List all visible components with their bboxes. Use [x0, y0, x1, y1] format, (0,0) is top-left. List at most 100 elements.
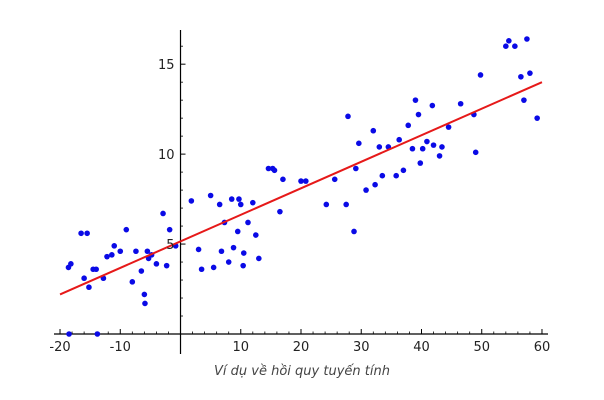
data-point	[372, 181, 378, 188]
data-point	[78, 230, 84, 237]
data-point	[521, 97, 527, 103]
data-point	[363, 187, 369, 193]
data-point	[141, 291, 148, 298]
data-point	[240, 262, 246, 269]
data-point	[503, 43, 509, 49]
axes	[54, 30, 548, 354]
x-tick-label: 20	[293, 340, 310, 355]
data-point	[331, 176, 338, 183]
data-point	[109, 252, 115, 258]
data-point	[265, 165, 272, 172]
data-point	[207, 192, 214, 199]
data-point	[524, 36, 530, 42]
data-point	[512, 43, 518, 49]
data-point	[195, 246, 202, 253]
data-point	[160, 210, 166, 217]
data-point	[68, 261, 74, 267]
data-point	[298, 178, 304, 184]
data-point	[166, 226, 173, 233]
data-point	[412, 97, 419, 103]
data-point	[343, 201, 349, 208]
data-point	[144, 248, 151, 255]
data-point	[445, 124, 452, 130]
data-point	[104, 253, 110, 260]
data-point	[506, 37, 512, 44]
data-point	[430, 142, 437, 148]
tick-labels: -20 -10 10 20 30 40 50 60 5 10 15	[49, 58, 550, 355]
data-point	[472, 149, 479, 156]
data-point	[256, 255, 262, 262]
chart-caption: Ví dụ về hồi quy tuyến tính	[214, 364, 390, 379]
data-point	[237, 201, 244, 208]
data-point	[277, 208, 283, 215]
data-point	[86, 284, 92, 291]
data-point	[66, 331, 72, 337]
data-point	[323, 201, 330, 208]
data-point	[142, 300, 148, 307]
data-point	[345, 113, 351, 120]
data-point	[163, 262, 170, 269]
data-point	[228, 196, 235, 202]
data-point	[225, 259, 232, 265]
y-tick-label: 15	[158, 58, 175, 73]
data-point	[84, 230, 90, 237]
data-point	[353, 165, 359, 172]
data-point	[417, 160, 424, 166]
data-point	[117, 248, 124, 255]
data-point	[236, 196, 242, 202]
data-point	[400, 167, 407, 174]
data-point	[250, 199, 256, 206]
data-point	[477, 72, 484, 78]
x-tick-label: 40	[413, 340, 430, 355]
data-point	[271, 167, 278, 174]
data-point	[245, 219, 251, 226]
data-point	[393, 172, 399, 179]
data-point	[93, 266, 99, 273]
data-point	[210, 264, 217, 271]
data-point	[280, 176, 286, 183]
data-point	[376, 144, 383, 150]
data-point	[111, 243, 118, 249]
data-point	[133, 248, 139, 255]
data-point	[94, 331, 101, 337]
data-point	[81, 275, 87, 282]
data-point	[518, 73, 524, 80]
data-point	[409, 145, 416, 152]
data-point	[230, 244, 237, 251]
data-point	[351, 228, 357, 235]
data-point	[234, 228, 241, 235]
data-point	[240, 250, 247, 256]
data-point	[419, 145, 426, 152]
y-tick-label: 5	[166, 238, 174, 253]
data-point	[534, 115, 540, 121]
x-tick-label: -10	[110, 340, 131, 355]
data-point	[439, 144, 445, 150]
data-point	[424, 138, 430, 145]
data-point	[429, 102, 436, 109]
y-tick-label: 10	[158, 148, 175, 163]
data-point	[415, 111, 422, 118]
x-tick-label: 50	[473, 340, 490, 355]
data-point	[457, 100, 464, 107]
data-point	[198, 266, 205, 273]
x-tick-label: 10	[232, 340, 249, 355]
data-points	[65, 36, 540, 337]
x-tick-label: -20	[49, 340, 70, 355]
regression-line-layer	[59, 81, 543, 296]
data-point	[356, 140, 362, 147]
data-point	[379, 172, 386, 179]
data-point	[253, 232, 259, 238]
data-point	[216, 201, 223, 208]
data-point	[370, 127, 377, 134]
data-point	[405, 122, 412, 129]
data-point	[129, 279, 136, 285]
data-point	[123, 226, 130, 233]
data-point	[138, 268, 145, 274]
data-point	[303, 178, 309, 184]
data-point	[153, 261, 160, 267]
x-tick-label: 60	[534, 340, 551, 355]
x-tick-label: 30	[353, 340, 370, 355]
data-point	[218, 248, 225, 255]
